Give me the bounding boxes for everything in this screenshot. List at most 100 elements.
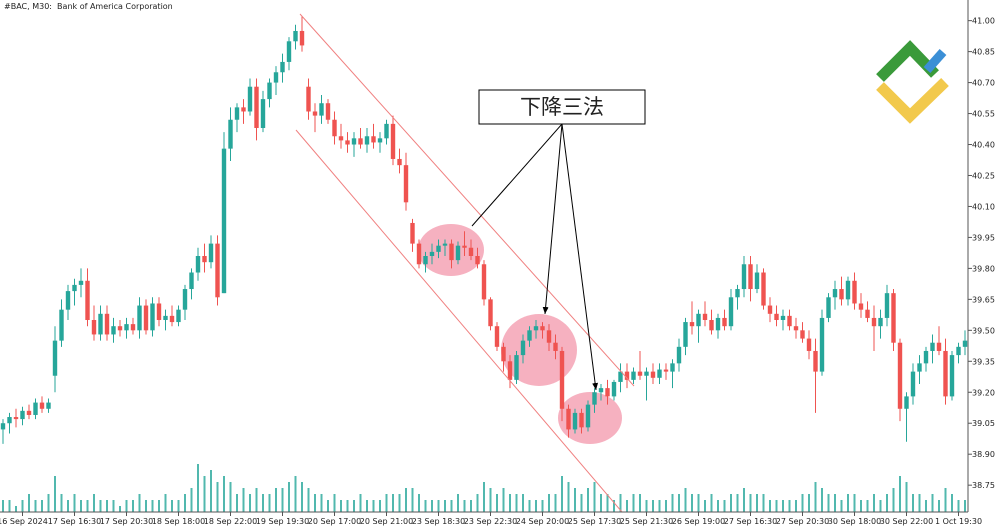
candle-body: [579, 412, 584, 428]
candle-body: [787, 315, 792, 327]
volume-bar: [28, 494, 30, 512]
volume-bar: [782, 500, 784, 512]
volume-bar: [684, 488, 687, 512]
volume-bar: [951, 494, 953, 512]
volume-bar: [710, 494, 713, 512]
volume-bar: [424, 500, 427, 512]
volume-bar: [437, 500, 440, 512]
volume-bar: [853, 494, 856, 512]
volume-bar: [171, 500, 173, 512]
candle-body: [930, 342, 935, 351]
volume-bar: [600, 494, 602, 512]
candle-body: [657, 369, 662, 378]
volume-bar: [119, 506, 121, 512]
volume-bar: [652, 500, 654, 512]
volume-bar: [697, 494, 700, 512]
volume-bar: [340, 500, 342, 512]
candle-body: [202, 256, 207, 263]
candle-body: [156, 303, 162, 320]
highlight: [501, 314, 577, 386]
volume-bar: [489, 488, 492, 512]
candle-body: [858, 303, 864, 310]
candle-body: [696, 313, 701, 327]
candle-body: [572, 412, 578, 430]
y-tick-label: 38.90: [972, 450, 995, 459]
candle-body: [416, 243, 422, 265]
candle-body: [143, 305, 149, 331]
channel-line: [299, 13, 635, 387]
volume-bar: [242, 488, 245, 512]
volume-bar: [294, 476, 297, 512]
candle-body: [761, 272, 766, 306]
volume-bar: [262, 494, 264, 512]
candle-body: [741, 264, 747, 290]
candle-body: [897, 342, 903, 409]
volume-bar: [184, 494, 186, 512]
candle-body: [455, 245, 461, 261]
candle-body: [423, 256, 428, 265]
candle-body: [553, 342, 558, 351]
candle-body: [891, 293, 896, 343]
y-tick-label: 40.70: [972, 79, 995, 88]
candle-body: [605, 388, 610, 397]
candle-body: [338, 136, 344, 141]
volume-bar: [320, 494, 323, 512]
volume-bar: [840, 500, 843, 512]
volume-bar: [385, 494, 388, 512]
volume-bar: [808, 494, 810, 512]
volume-bar: [307, 488, 310, 512]
volume-bar: [795, 500, 797, 512]
candle-body: [540, 326, 545, 331]
volume-bar: [509, 494, 511, 512]
candle-body: [702, 313, 708, 320]
x-tick-label: 23 Sep 22:30: [464, 517, 517, 526]
volume-bar: [190, 488, 193, 512]
volume-bar: [372, 500, 375, 512]
volume-bar: [327, 500, 329, 512]
logo-part: [876, 78, 949, 124]
volume-bar: [476, 494, 479, 512]
candle-body: [312, 111, 318, 116]
volume-bar: [775, 500, 778, 512]
candle-body: [306, 86, 311, 112]
volume-bar: [762, 494, 765, 512]
candle-body: [748, 264, 753, 290]
x-tick-label: 30 Sep 22:00: [880, 517, 933, 526]
volume-bar: [470, 500, 472, 512]
volume-bar: [723, 500, 726, 512]
volume-bar: [67, 500, 69, 512]
candle-body: [728, 297, 734, 327]
volume-bar: [769, 500, 771, 512]
volume-bar: [873, 494, 875, 512]
candle-body: [793, 326, 799, 331]
volume-bar: [957, 500, 960, 512]
volume-bar: [15, 506, 17, 512]
candle-body: [884, 293, 890, 318]
volume-bar: [216, 482, 219, 512]
volume-bar: [301, 482, 303, 512]
candle-body: [319, 103, 324, 116]
candle-body: [683, 322, 688, 347]
volume-bar: [522, 494, 524, 512]
candle-body: [585, 404, 591, 428]
candle-body: [91, 320, 97, 335]
candle-body: [46, 402, 51, 409]
volume-bar: [866, 500, 869, 512]
volume-bar: [444, 500, 446, 512]
candle-body: [7, 417, 12, 424]
candle-body: [845, 280, 851, 300]
candle-body: [644, 371, 649, 376]
volume-bar: [502, 488, 505, 512]
annotation-arrow: [542, 123, 563, 315]
candle-body: [806, 338, 812, 351]
candle-body: [488, 299, 493, 327]
volume-bar: [665, 500, 667, 512]
candle-body: [514, 355, 519, 380]
volume-bar: [210, 470, 212, 512]
y-tick-label: 40.55: [972, 110, 995, 119]
candle-body: [208, 243, 214, 263]
candle-body: [475, 256, 480, 265]
candle-body: [449, 243, 454, 261]
candle-body: [410, 222, 415, 244]
candle-body: [20, 410, 25, 420]
